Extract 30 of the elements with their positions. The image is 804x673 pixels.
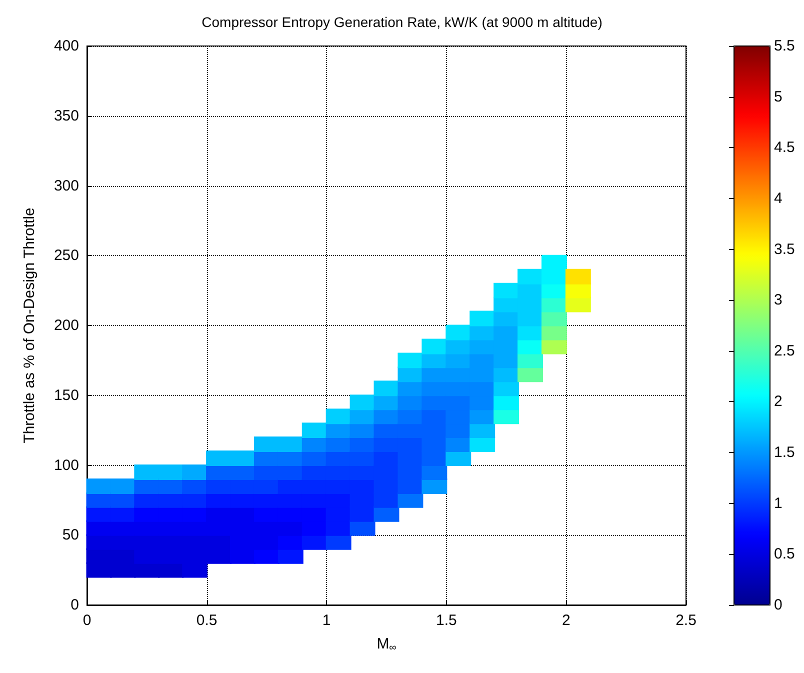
y-tick-label: 50 <box>62 526 79 544</box>
x-tick-label: 2 <box>562 612 570 629</box>
y-tick-label: 200 <box>54 317 79 334</box>
y-tick-label: 250 <box>54 247 79 264</box>
x-tick-label: 1 <box>322 612 331 629</box>
y-tick-label: 100 <box>54 456 79 474</box>
y-tick-label: 400 <box>54 38 79 54</box>
y-tick-label: 150 <box>54 386 79 404</box>
color-bar-label: 1.5 <box>774 444 795 462</box>
color-bar-label: 3 <box>774 292 782 309</box>
color-bar-label: 2.5 <box>774 342 795 360</box>
chart-title: Compressor Entropy Generation Rate, kW/K (at 9000 m altitude) <box>202 14 602 30</box>
color-bar-label: 0.5 <box>774 546 795 563</box>
color-bar-label: 4.5 <box>774 139 795 156</box>
color-bar-label: 1 <box>774 494 782 512</box>
y-tick-label: 350 <box>54 107 79 124</box>
x-tick-label: 1.5 <box>436 612 457 629</box>
x-tick-label: 0.5 <box>196 612 218 629</box>
color-bar-label: 4 <box>774 190 782 207</box>
y-axis-title: Throttle as % of On-Design Throttle <box>21 208 38 444</box>
color-bar-label: 3.5 <box>774 240 795 258</box>
y-tick-label: 0 <box>70 596 79 614</box>
color-bar-label: 5.5 <box>774 38 795 54</box>
x-tick-label: 0 <box>82 612 92 629</box>
color-bar-label: 2 <box>774 393 782 410</box>
color-bar-label: 0 <box>774 596 782 614</box>
color-bar-label: 5 <box>774 88 782 106</box>
x-tick-label: 2.5 <box>676 612 696 629</box>
y-tick-label: 300 <box>54 177 79 194</box>
x-axis-title: M∞ <box>376 636 396 654</box>
